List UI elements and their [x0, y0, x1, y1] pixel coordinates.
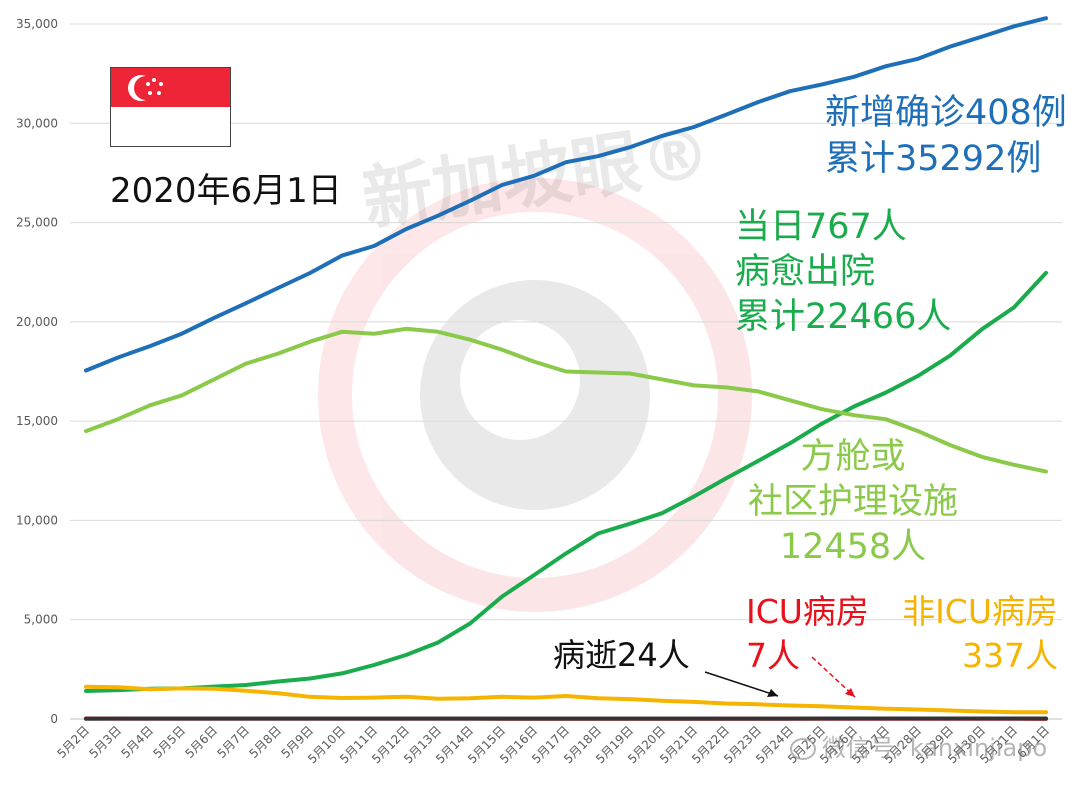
- watermark-graphic: [318, 178, 752, 612]
- icu-line1: ICU病房: [746, 592, 869, 631]
- series-lines: [84, 16, 1048, 721]
- confirmed-annotation: 新增确诊408例 累计35292例: [825, 90, 1067, 182]
- x-tick-label: 5月7日: [214, 723, 252, 761]
- x-tick-label: 5月5日: [150, 723, 188, 761]
- icu-arrowhead: [845, 688, 855, 697]
- non-icu-line1: 非ICU病房: [902, 592, 1058, 631]
- discharged-line2: 病愈出院: [735, 252, 876, 292]
- facility-line3: 12458人: [779, 527, 927, 567]
- y-tick-label: 15,000: [16, 414, 58, 428]
- x-tick-label: 5月8日: [246, 723, 284, 761]
- x-tick-label: 5月4日: [118, 723, 156, 761]
- x-tick-label: 5月3日: [86, 723, 124, 761]
- y-tick-label: 10,000: [16, 513, 58, 527]
- facility-line2: 社区护理设施: [747, 482, 958, 522]
- discharged-annotation: 当日767人 病愈出院 累计22466人: [735, 205, 951, 340]
- annotation-arrows: [704, 656, 856, 698]
- wechat-watermark: 微信号: kanxinjiapo: [790, 728, 1047, 763]
- y-tick-label: 25,000: [16, 216, 58, 230]
- facility-annotation: 方舱或 社区护理设施 12458人: [738, 435, 968, 570]
- wechat-id: 微信号: kanxinjiapo: [822, 734, 1048, 762]
- y-axis-ticks: 0 5,000 10,000 15,000 20,000 25,000 30,000 35,0…: [16, 17, 58, 726]
- y-tick-label: 0: [50, 712, 58, 726]
- deaths-annotation: 病逝24人: [553, 636, 690, 674]
- x-tick-label: 5月2日: [54, 723, 92, 761]
- icu-annotation: ICU病房 7人: [746, 590, 869, 678]
- deaths-arrow: [704, 671, 779, 697]
- non-icu-annotation: 非ICU病房 337人: [880, 590, 1058, 678]
- non-icu-line2: 337人: [962, 636, 1058, 675]
- x-tick-label: 5月6日: [182, 723, 220, 761]
- discharged-line3: 累计22466人: [735, 297, 952, 337]
- facility-line1: 方舱或: [800, 437, 906, 477]
- series-line-confirmed: [84, 16, 1048, 373]
- y-tick-label: 35,000: [16, 17, 58, 31]
- series-line-non_icu: [84, 684, 1048, 715]
- date-label: 2020年6月1日: [110, 171, 342, 211]
- icu-line2: 7人: [746, 636, 800, 675]
- grid-lines: [70, 23, 1062, 720]
- deaths-arrowhead: [767, 689, 778, 697]
- y-tick-label: 5,000: [24, 613, 58, 627]
- y-tick-label: 20,000: [16, 315, 58, 329]
- confirmed-line1: 新增确诊408例: [825, 93, 1067, 133]
- wechat-icon: [790, 738, 816, 760]
- y-tick-label: 30,000: [16, 116, 58, 130]
- discharged-line1: 当日767人: [735, 207, 907, 247]
- icu-arrow: [811, 656, 856, 698]
- confirmed-line2: 累计35292例: [825, 139, 1042, 179]
- series-line-facility: [84, 326, 1048, 474]
- series-line-discharged: [84, 270, 1048, 693]
- singapore-flag-icon: [110, 67, 231, 147]
